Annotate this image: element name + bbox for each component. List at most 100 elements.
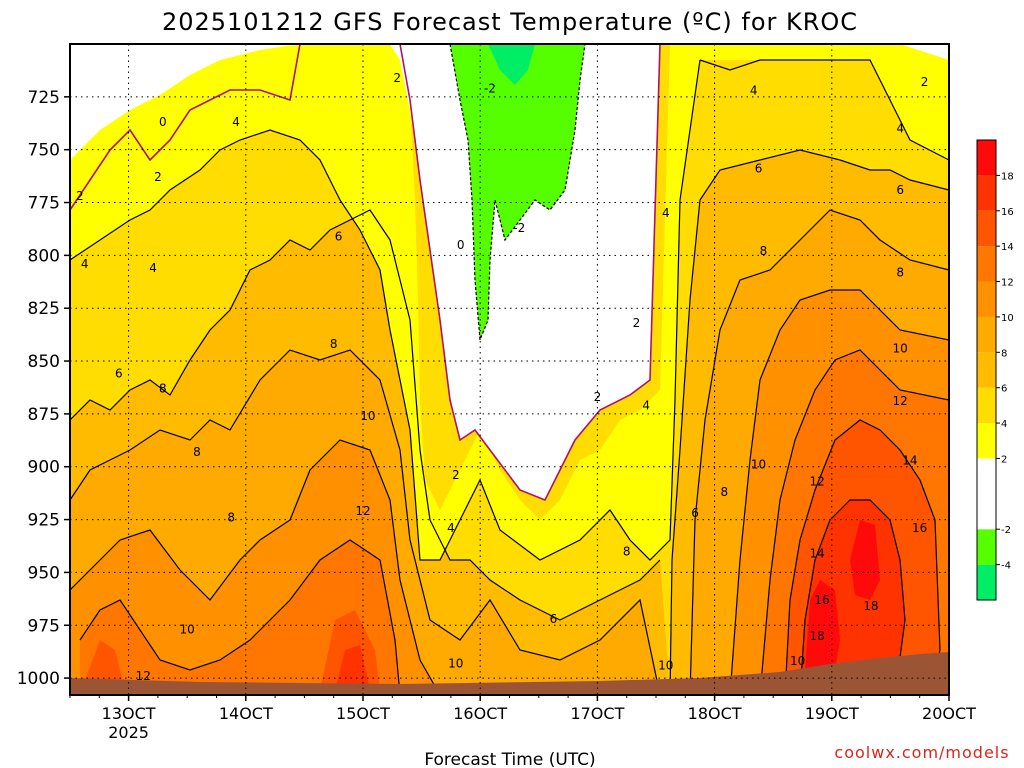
terrain bbox=[70, 652, 949, 695]
contour-label: 10 bbox=[658, 658, 673, 672]
colorbar-band bbox=[977, 352, 996, 388]
contour-label: 6 bbox=[115, 367, 123, 381]
colorbar-band bbox=[977, 458, 996, 530]
contour-label: 14 bbox=[810, 546, 825, 560]
contour-label: 12 bbox=[893, 394, 908, 408]
contour-labels: 0 2 4 4 2 4 6 8 8 8 6 8 10 12 2 0 -2 -2 2 4 2 2 4 4 8 6 10 10 12 10 6 8… bbox=[76, 71, 928, 683]
contour-label: 2 bbox=[393, 71, 401, 85]
y-tick-label: 800 bbox=[28, 246, 60, 266]
contour-label: 6 bbox=[896, 183, 904, 197]
contour-label: 12 bbox=[136, 669, 151, 683]
contour-label: 8 bbox=[896, 265, 904, 279]
contour-label: 2 bbox=[594, 390, 602, 404]
colorbar: 18 16 14 12 10 8 6 4 2 -2 -4 bbox=[976, 139, 1014, 601]
x-tick-label: 20OCT bbox=[922, 704, 976, 723]
colorbar-band bbox=[977, 529, 996, 565]
y-tick-label: 775 bbox=[28, 194, 60, 214]
x-tick-sublabel: 2025 bbox=[108, 723, 149, 742]
contour-label: 8 bbox=[623, 544, 631, 558]
colorbar-label: 2 bbox=[1001, 454, 1007, 465]
contour-label: 6 bbox=[691, 506, 699, 520]
band-16-18-left bbox=[335, 645, 370, 690]
colorbar-band bbox=[977, 140, 996, 176]
contour-label: 2 bbox=[921, 75, 929, 89]
colorbar-band bbox=[977, 246, 996, 282]
contour-label: 10 bbox=[360, 409, 375, 423]
colorbar-label: 14 bbox=[1001, 242, 1014, 253]
contour-label: 2 bbox=[76, 189, 84, 203]
colorbar-label: 8 bbox=[1001, 348, 1007, 359]
contour-label: 2 bbox=[452, 468, 460, 482]
y-tick-label: 925 bbox=[28, 511, 60, 531]
contour-label: 4 bbox=[81, 257, 89, 271]
chart-title: 2025101212 GFS Forecast Temperature (ºC)… bbox=[162, 8, 858, 36]
contour-label: 16 bbox=[912, 521, 927, 535]
colorbar-band bbox=[977, 210, 996, 247]
contour-label: 6 bbox=[550, 612, 558, 626]
contour-label: 10 bbox=[448, 656, 463, 670]
y-tick-label: 900 bbox=[28, 458, 60, 478]
contour-label: 16 bbox=[814, 593, 829, 607]
zero-contour bbox=[70, 44, 661, 502]
band-minus6-minus4 bbox=[488, 44, 535, 85]
y-tick-label: 950 bbox=[28, 563, 60, 583]
contour-label: 12 bbox=[355, 504, 370, 518]
colorbar-band bbox=[977, 316, 996, 353]
colorbar-band bbox=[977, 564, 996, 600]
credit-text: coolwx.com/models bbox=[834, 743, 1009, 762]
y-tick-label: 850 bbox=[28, 352, 60, 372]
contour-label: 6 bbox=[755, 162, 763, 176]
contour-label: 2 bbox=[154, 170, 162, 184]
contour-label: -2 bbox=[513, 221, 525, 235]
colorbar-band bbox=[977, 423, 996, 459]
contour-label: 4 bbox=[232, 115, 240, 129]
contour-label: 4 bbox=[642, 398, 650, 412]
plot-area bbox=[70, 44, 949, 695]
y-tick-label: 1000 bbox=[17, 669, 60, 689]
contour-label: 10 bbox=[180, 622, 195, 636]
band-2-4-top-left bbox=[70, 44, 300, 210]
x-tick-label: 18OCT bbox=[688, 704, 742, 723]
contour-label: 0 bbox=[457, 238, 465, 252]
contour-label: 14 bbox=[902, 453, 917, 467]
x-tick-label: 16OCT bbox=[453, 704, 507, 723]
colorbar-label: 6 bbox=[1001, 384, 1007, 395]
colorbar-frame bbox=[976, 139, 997, 601]
contour-label: 8 bbox=[721, 485, 729, 499]
colorbar-band bbox=[977, 387, 996, 424]
y-tick-label: 750 bbox=[28, 141, 60, 161]
contour-label: 8 bbox=[193, 445, 201, 459]
grid-lines bbox=[70, 44, 949, 695]
x-axis-label: Forecast Time (UTC) bbox=[424, 750, 595, 768]
contour-label: 10 bbox=[790, 654, 805, 668]
x-tick-label: 17OCT bbox=[570, 704, 624, 723]
band-18-20-right bbox=[805, 520, 880, 670]
contour-label: 10 bbox=[751, 458, 766, 472]
y-tick-label: 975 bbox=[28, 616, 60, 636]
contour-label: 8 bbox=[227, 510, 235, 524]
colorbar-band bbox=[977, 281, 996, 317]
contour-label: 4 bbox=[662, 206, 670, 220]
contour-label: 4 bbox=[750, 84, 758, 98]
y-tick-label: 825 bbox=[28, 299, 60, 319]
y-tick-label: 725 bbox=[28, 88, 60, 108]
contour-label: -2 bbox=[484, 81, 496, 95]
band-12-14-left bbox=[80, 540, 400, 695]
x-tick-label: 19OCT bbox=[805, 704, 859, 723]
colorbar-label: 10 bbox=[1001, 313, 1014, 324]
contour-label: 4 bbox=[896, 122, 904, 136]
contour-label: 12 bbox=[810, 475, 825, 489]
x-tick-label: 15OCT bbox=[336, 704, 390, 723]
colorbar-label: -4 bbox=[1001, 561, 1011, 572]
contour-label: 8 bbox=[330, 337, 338, 351]
y-tick-label: 875 bbox=[28, 405, 60, 425]
band-minus4-minus2 bbox=[450, 44, 585, 340]
contour-label: 6 bbox=[335, 229, 343, 243]
y-axis: 725 750 775 800 825 850 875 900 925 950 975 1000 bbox=[17, 88, 70, 689]
colorbar-label: -2 bbox=[1001, 525, 1011, 536]
contour-label: 8 bbox=[159, 382, 167, 396]
contour-label: 4 bbox=[149, 261, 157, 275]
colorbar-label: 18 bbox=[1001, 171, 1014, 182]
